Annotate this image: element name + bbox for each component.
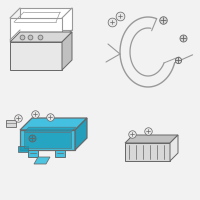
Polygon shape (10, 32, 72, 42)
Polygon shape (20, 8, 72, 30)
Polygon shape (6, 120, 16, 127)
Polygon shape (20, 130, 75, 150)
Polygon shape (18, 146, 28, 152)
Polygon shape (55, 150, 65, 157)
Polygon shape (34, 157, 50, 164)
Polygon shape (62, 32, 72, 70)
Polygon shape (75, 118, 87, 150)
Polygon shape (125, 143, 170, 161)
Polygon shape (10, 42, 62, 70)
Polygon shape (125, 135, 178, 143)
Polygon shape (24, 127, 76, 132)
Polygon shape (20, 118, 87, 130)
Polygon shape (170, 135, 178, 161)
Polygon shape (24, 132, 71, 148)
Polygon shape (28, 150, 38, 157)
Polygon shape (10, 18, 62, 40)
